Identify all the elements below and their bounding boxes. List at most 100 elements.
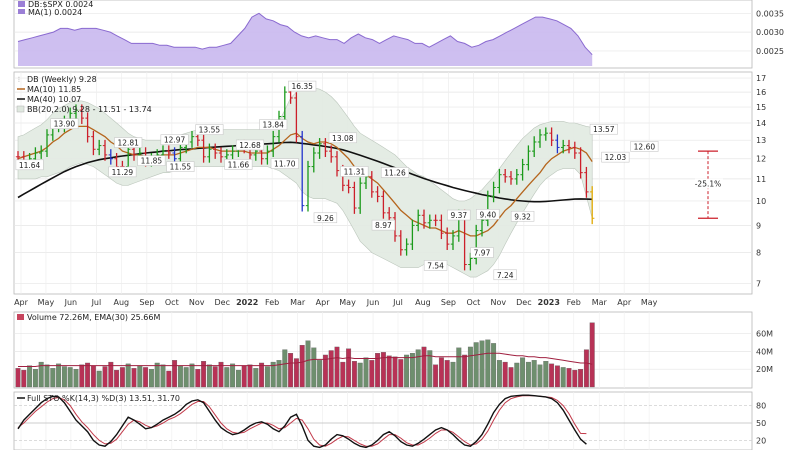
price-annotation-box [470, 247, 494, 258]
ohlc-bar [334, 151, 340, 177]
volume-bar [299, 345, 305, 388]
price-annotation-label: 11.29 [112, 168, 134, 177]
ohlc-bar [485, 190, 490, 227]
ohlc-bar [445, 227, 450, 250]
ohlc-bar [97, 139, 102, 156]
ohlc-bar [294, 92, 299, 143]
price-ytick-label: 9 [756, 221, 761, 230]
volume-bar [427, 350, 433, 388]
ohlc-bar [520, 158, 525, 181]
price-annotation-label: 11.26 [384, 168, 406, 177]
ratio-panel [17, 12, 593, 67]
sto-ytick-label: 80 [756, 402, 766, 411]
x-tick-label: Apr [316, 298, 331, 307]
volume-bar [230, 363, 236, 388]
price-annotation-box [447, 209, 471, 221]
ohlc-bar [410, 219, 415, 250]
ratio-legend-swatch-0 [18, 1, 25, 7]
volume-bar [479, 340, 485, 388]
volume-bar [357, 362, 363, 388]
price-ytick-label: 16 [756, 88, 766, 97]
ohlc-bar [323, 138, 328, 157]
ohlc-bar [85, 112, 90, 143]
volume-bar [322, 354, 328, 388]
price-annotation: 11.29 [108, 166, 137, 178]
price-annotation-box [380, 167, 410, 178]
ohlc-bar [44, 129, 50, 157]
volume-bar [456, 347, 462, 388]
ohlc-bar [230, 145, 235, 161]
price-annotation-box [288, 80, 317, 92]
ohlc-bar [561, 139, 566, 154]
ohlc-bar [346, 179, 351, 194]
volume-bar [508, 367, 514, 388]
x-tick-label: May [38, 298, 55, 307]
volume-bar [334, 346, 340, 388]
price-annotation: 9.37 [447, 209, 471, 221]
price-annotation: 9.40 [476, 208, 500, 220]
price-annotation: 7.54 [423, 260, 448, 271]
price-ytick-label: 15 [756, 103, 766, 112]
x-tick-label: Jun [366, 298, 380, 307]
volume-bar [183, 367, 189, 388]
volume-bar [566, 368, 572, 388]
price-annotation: 13.84 [259, 119, 288, 130]
volume-bar [276, 360, 282, 388]
x-tick-label: Nov [189, 298, 205, 307]
price-annotation-label: 8.97 [375, 221, 392, 230]
axes: 0.0035 0.0030 0.0025 17 16 15 14 13 12 11 10 9 8 7 Apr… [14, 9, 784, 445]
ohlc-bar [421, 209, 427, 229]
price-ytick-label: 14 [756, 119, 766, 128]
x-tick-label: Feb [265, 298, 279, 307]
volume-bar [32, 369, 38, 388]
price-annotation-box [166, 161, 195, 172]
volume-bar [537, 364, 543, 388]
volume-bar [462, 354, 468, 388]
price-panel: 11.64 13.90 12.81 11.29 11.85 12.97 11.55 13.55… [15, 80, 723, 281]
price-annotation-label: 9.40 [479, 210, 496, 219]
price-annotation-label: 11.64 [19, 161, 41, 170]
ohlc-bar [305, 160, 311, 212]
volume-bar [386, 355, 392, 388]
volume-bar [496, 360, 502, 388]
price-annotation: 13.57 [589, 123, 618, 135]
x-tick-label: Dec [516, 298, 531, 307]
volume-bar [514, 362, 520, 388]
ohlc-bar [311, 147, 316, 173]
volume-bar [311, 347, 317, 388]
ohlc-bar [537, 129, 543, 148]
price-annotation: 11.31 [340, 166, 369, 177]
x-tick-label: 2023 [538, 298, 560, 307]
ohlc-bar [566, 139, 572, 154]
ratio-line [17, 12, 593, 56]
price-annotation-label: 12.60 [634, 142, 656, 151]
price-legend-3: BB(20,2.0) 9.28 - 11.51 - 13.74 [27, 105, 152, 114]
x-tick-label: 2022 [236, 298, 258, 307]
volume-bar [259, 362, 265, 388]
price-annotation-box [423, 260, 448, 271]
volume-bar [79, 364, 85, 388]
sto-k-line [17, 394, 587, 449]
volume-bar [473, 342, 479, 388]
ohlc-bar [450, 230, 456, 250]
ratio-legend-1: MA(1) 0.0024 [28, 8, 82, 17]
volume-bar [363, 357, 369, 388]
ohlc-bar [352, 181, 357, 214]
volume-bar [206, 364, 212, 388]
volume-bar [166, 370, 172, 388]
volume-bar [346, 348, 352, 388]
ohlc-bar [590, 186, 595, 225]
price-ytick-label: 17 [756, 74, 766, 83]
price-annotation: 12.68 [235, 139, 265, 151]
volume-bar [467, 346, 473, 388]
volume-bar [241, 365, 247, 388]
ohlc-bar [514, 168, 519, 185]
volume-bar [108, 361, 114, 388]
price-annotation-label: 11.31 [344, 167, 366, 176]
price-annotation-label: 13.57 [593, 125, 615, 134]
stochastic-legend: Full STO %K(14,3) %D(3) 13.51, 31.70 [17, 394, 180, 403]
price-annotation: 11.85 [137, 155, 166, 166]
volume-bar [549, 363, 555, 388]
x-tick-label: Sep [441, 298, 456, 307]
ohlc-bar [178, 141, 183, 165]
